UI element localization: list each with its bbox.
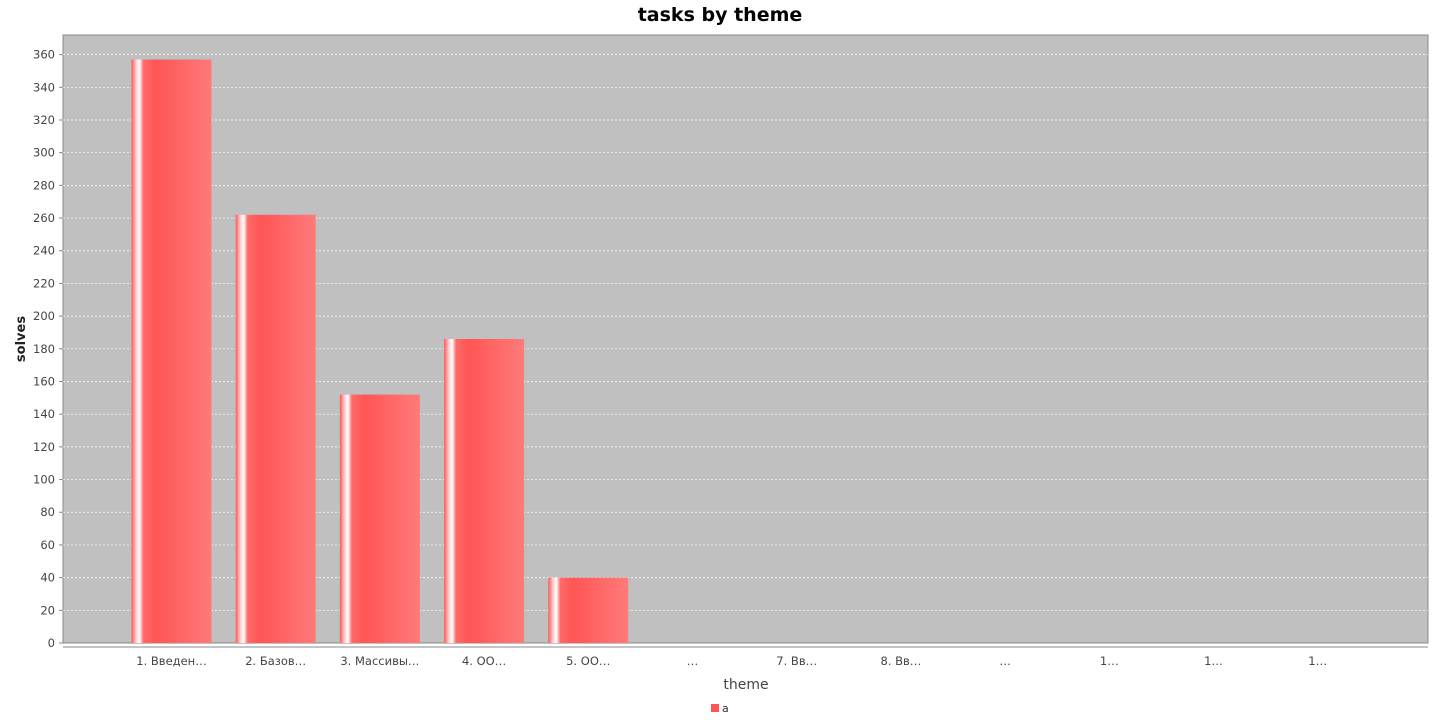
y-tick-label: 280 [33, 178, 55, 192]
legend-swatch [711, 704, 719, 712]
x-tick-label: 7. Вв… [776, 654, 817, 668]
x-tick-label: 4. ОО… [462, 654, 506, 668]
x-tick-label: 1. Введен… [136, 654, 206, 668]
y-axis-ticks: 0 20 40 60 80 100 120 140 160 180 200 220 240 260 280 3… [33, 48, 63, 650]
x-tick-label: 1… [1204, 654, 1223, 668]
x-axis-label: theme [723, 677, 768, 693]
bars [131, 59, 629, 644]
y-tick-label: 60 [40, 538, 55, 552]
x-tick-label: … [999, 654, 1011, 668]
y-tick-label: 140 [33, 407, 55, 421]
bar [235, 214, 316, 643]
y-tick-label: 180 [33, 342, 55, 356]
legend: a [711, 702, 729, 715]
y-tick-label: 300 [33, 146, 55, 160]
y-tick-label: 200 [33, 309, 55, 323]
x-tick-label: 8. Вв… [881, 654, 922, 668]
y-tick-label: 340 [33, 80, 55, 94]
bar [339, 394, 420, 643]
y-axis-label: solves [14, 316, 29, 362]
legend-label: a [722, 702, 729, 715]
y-tick-label: 40 [40, 571, 55, 585]
y-tick-label: 260 [33, 211, 55, 225]
y-tick-label: 320 [33, 113, 55, 127]
chart-title: tasks by theme [638, 4, 803, 26]
y-tick-label: 100 [33, 473, 55, 487]
x-tick-label: 1… [1308, 654, 1327, 668]
y-tick-label: 220 [33, 276, 55, 290]
x-tick-label: 2. Базов… [245, 654, 306, 668]
x-tick-label: … [687, 654, 699, 668]
y-tick-label: 240 [33, 244, 55, 258]
y-tick-label: 120 [33, 440, 55, 454]
x-tick-label: 5. ОО… [566, 654, 610, 668]
y-tick-label: 20 [40, 603, 55, 617]
bar [444, 339, 525, 643]
y-tick-label: 160 [33, 374, 55, 388]
gridlines [63, 54, 1428, 611]
bar [131, 59, 212, 644]
y-tick-label: 0 [48, 636, 55, 650]
y-tick-label: 360 [33, 48, 55, 62]
x-tick-label: 1… [1100, 654, 1119, 668]
bar [548, 577, 629, 643]
x-tick-label: 3. Массивы… [340, 654, 419, 668]
x-axis-ticks: 1. Введен… 2. Базов… 3. Массивы… 4. ОО… 5. О… [136, 654, 1327, 668]
y-tick-label: 80 [40, 505, 55, 519]
